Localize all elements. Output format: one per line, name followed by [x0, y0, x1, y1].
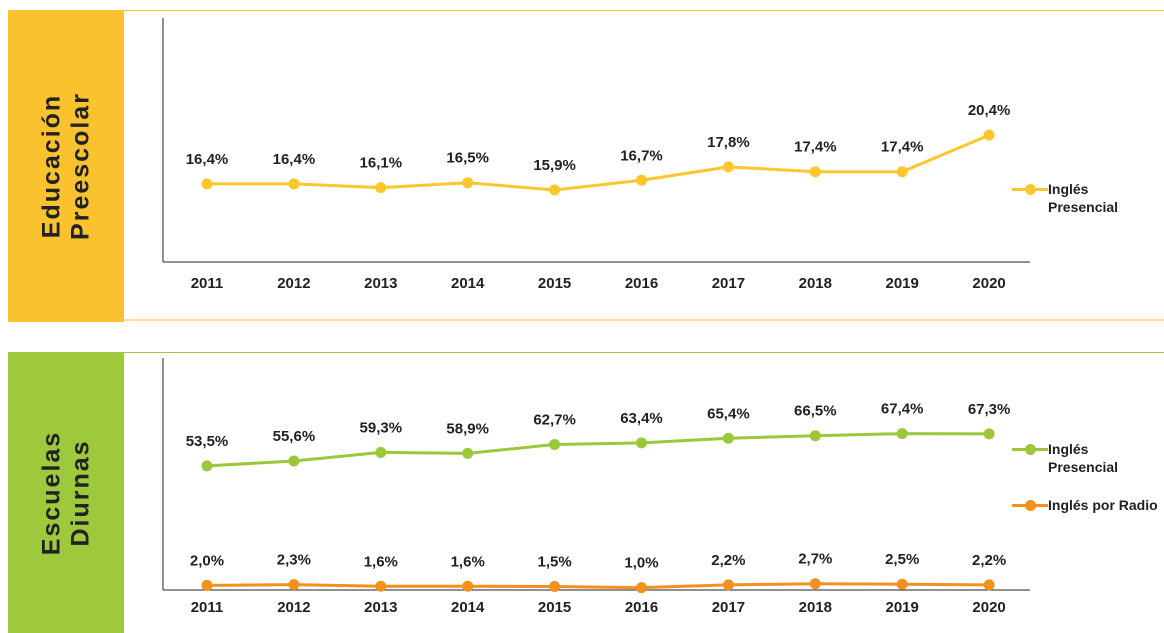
- legend-item: Inglés Presencial: [1012, 440, 1158, 476]
- x-tick-label: 2020: [972, 275, 1005, 292]
- value-label: 53,5%: [186, 433, 229, 450]
- value-label: 67,3%: [968, 401, 1011, 418]
- value-label: 17,4%: [794, 139, 837, 156]
- value-label: 63,4%: [620, 410, 663, 427]
- point: [462, 580, 474, 592]
- point: [288, 178, 300, 190]
- point: [288, 455, 300, 467]
- panel-side: Educación Preescolar: [8, 10, 124, 322]
- legend-swatch: [1012, 180, 1048, 198]
- value-label: 67,4%: [881, 401, 924, 418]
- x-tick-label: 2015: [538, 275, 571, 292]
- legend-label: Inglés Presencial: [1048, 441, 1119, 476]
- series-line: [206, 582, 990, 590]
- value-label: 2,3%: [277, 552, 311, 569]
- x-tick-label: 2016: [625, 275, 658, 292]
- panel-title: Escuelas Diurnas: [37, 430, 94, 555]
- x-tick-label: 2011: [191, 599, 224, 616]
- point: [201, 178, 213, 190]
- point: [809, 430, 821, 442]
- x-tick-label: 2017: [712, 599, 745, 616]
- value-label: 16,1%: [360, 155, 403, 172]
- legend-label: Inglés Presencial: [1048, 181, 1119, 216]
- value-label: 16,5%: [446, 150, 489, 167]
- value-label: 62,7%: [533, 412, 576, 429]
- value-label: 65,4%: [707, 405, 750, 422]
- point: [549, 439, 561, 451]
- series-line: [206, 432, 990, 468]
- panel-side: Escuelas Diurnas: [8, 352, 124, 633]
- value-label: 17,8%: [707, 134, 750, 151]
- value-label: 1,6%: [364, 553, 398, 570]
- value-label: 2,7%: [798, 551, 832, 568]
- panel-title: Educación Preescolar: [37, 92, 94, 240]
- point: [462, 447, 474, 459]
- legend-label: Inglés por Radio: [1048, 497, 1158, 513]
- legend-swatch: [1012, 440, 1048, 458]
- point: [896, 166, 908, 178]
- point: [983, 428, 995, 440]
- value-label: 16,4%: [273, 151, 316, 168]
- point: [896, 428, 908, 440]
- x-tick-label: 2019: [886, 275, 919, 292]
- value-label: 58,9%: [446, 420, 489, 437]
- value-label: 2,0%: [190, 552, 224, 569]
- x-tick-label: 2013: [364, 599, 397, 616]
- x-tick-label: 2018: [799, 599, 832, 616]
- value-label: 1,6%: [451, 553, 485, 570]
- x-tick-label: 2016: [625, 599, 658, 616]
- point: [201, 460, 213, 472]
- point: [722, 432, 734, 444]
- point: [636, 174, 647, 186]
- point: [896, 578, 908, 590]
- value-label: 1,5%: [537, 554, 571, 571]
- point: [201, 579, 213, 591]
- legend-swatch: [1012, 496, 1048, 514]
- point: [375, 182, 387, 194]
- x-tick-label: 2019: [886, 599, 919, 616]
- point: [983, 579, 995, 591]
- legend-item: Inglés Presencial: [1012, 180, 1158, 216]
- point: [288, 579, 300, 591]
- value-label: 16,7%: [620, 147, 663, 164]
- value-label: 2,2%: [711, 552, 745, 569]
- value-label: 55,6%: [273, 428, 316, 445]
- x-tick-label: 2015: [538, 599, 571, 616]
- x-tick-label: 2014: [451, 599, 485, 616]
- value-label: 2,2%: [972, 552, 1006, 569]
- point: [983, 129, 995, 141]
- value-label: 20,4%: [968, 102, 1011, 119]
- point: [636, 582, 647, 594]
- x-tick-label: 2013: [364, 275, 397, 292]
- x-tick-label: 2020: [972, 599, 1005, 616]
- value-label: 16,4%: [186, 151, 229, 168]
- x-tick-label: 2018: [799, 275, 832, 292]
- x-tick-label: 2017: [712, 275, 745, 292]
- value-label: 66,5%: [794, 403, 837, 420]
- x-tick-label: 2014: [451, 275, 485, 292]
- value-label: 15,9%: [533, 157, 576, 174]
- point: [636, 437, 647, 449]
- value-label: 1,0%: [624, 555, 658, 572]
- point: [375, 446, 387, 458]
- x-tick-label: 2012: [277, 275, 310, 292]
- point: [375, 580, 387, 592]
- point: [722, 161, 734, 173]
- value-label: 2,5%: [885, 551, 919, 568]
- x-tick-label: 2012: [277, 599, 310, 616]
- series-line: [207, 133, 990, 192]
- x-tick-label: 2011: [191, 275, 224, 292]
- point: [549, 581, 561, 593]
- point: [462, 177, 474, 189]
- value-label: 59,3%: [360, 419, 403, 436]
- point: [722, 579, 734, 591]
- point: [809, 578, 821, 590]
- point: [809, 166, 821, 178]
- legend-item: Inglés por Radio: [1012, 496, 1158, 514]
- point: [549, 184, 561, 196]
- value-label: 17,4%: [881, 139, 924, 156]
